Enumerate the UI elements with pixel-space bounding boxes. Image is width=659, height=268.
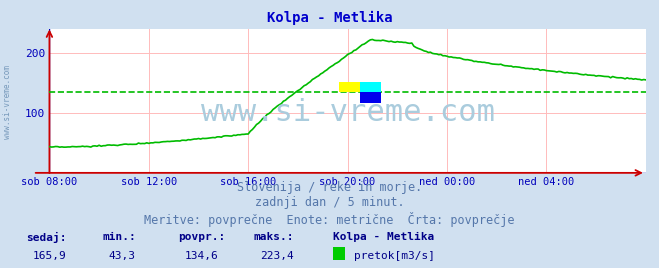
Text: 223,4: 223,4 xyxy=(260,251,294,261)
Bar xyxy=(339,82,360,92)
Text: Kolpa - Metlika: Kolpa - Metlika xyxy=(333,232,434,242)
Text: Slovenija / reke in morje.: Slovenija / reke in morje. xyxy=(237,181,422,194)
Text: www.si-vreme.com: www.si-vreme.com xyxy=(200,98,495,127)
Text: Kolpa - Metlika: Kolpa - Metlika xyxy=(267,11,392,25)
Text: min.:: min.: xyxy=(102,232,136,242)
Text: povpr.:: povpr.: xyxy=(178,232,225,242)
Text: 134,6: 134,6 xyxy=(185,251,218,261)
Text: maks.:: maks.: xyxy=(254,232,294,242)
Text: pretok[m3/s]: pretok[m3/s] xyxy=(354,251,435,261)
Text: 165,9: 165,9 xyxy=(33,251,67,261)
Bar xyxy=(360,82,381,92)
Bar xyxy=(360,92,381,103)
Text: sedaj:: sedaj: xyxy=(26,232,67,243)
Text: Meritve: povprečne  Enote: metrične  Črta: povprečje: Meritve: povprečne Enote: metrične Črta:… xyxy=(144,212,515,227)
Text: zadnji dan / 5 minut.: zadnji dan / 5 minut. xyxy=(254,196,405,210)
Text: www.si-vreme.com: www.si-vreme.com xyxy=(3,65,13,139)
Text: 43,3: 43,3 xyxy=(109,251,136,261)
